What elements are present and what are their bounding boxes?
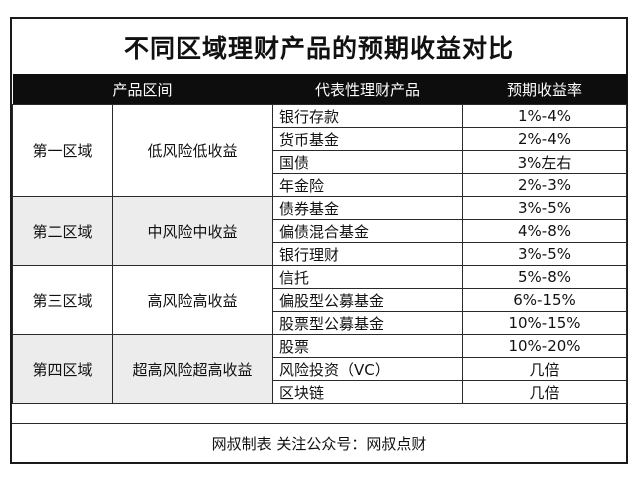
zone-cell: 第一区域 <box>12 104 113 197</box>
rate-cell: 3%-5% <box>462 196 628 220</box>
table-row: 股票型公募基金 10%-15% <box>13 311 628 335</box>
rate-cell: 1%-4% <box>462 104 628 128</box>
rate-cell: 3%-5% <box>462 242 628 266</box>
table-row: 风险投资（VC） 几倍 <box>13 357 628 381</box>
product-cell: 股票 <box>272 334 464 358</box>
product-cell: 偏债混合基金 <box>272 219 464 243</box>
zone-cell: 第四区域 <box>12 334 113 404</box>
zone-cell: 第三区域 <box>12 265 113 335</box>
comparison-table: 产品区间 代表性理财产品 预期收益率 第一区域 低风险低收益 银行存款 1%-4… <box>12 74 628 404</box>
footer-note: 网叔制表 关注公众号：网叔点财 <box>12 423 626 462</box>
rate-cell: 10%-20% <box>462 334 628 358</box>
product-cell: 年金险 <box>272 173 464 197</box>
rate-cell: 3%左右 <box>462 150 628 174</box>
zone-cell: 第二区域 <box>12 196 113 266</box>
rate-cell: 4%-8% <box>462 219 628 243</box>
header-product: 代表性理财产品 <box>272 74 463 105</box>
product-cell: 区块链 <box>272 380 464 404</box>
header-rate: 预期收益率 <box>462 74 627 105</box>
rate-cell: 6%-15% <box>462 288 628 312</box>
table-row: 偏股型公募基金 6%-15% <box>13 288 628 312</box>
risk-cell: 超高风险超高收益 <box>111 334 274 404</box>
risk-cell: 高风险高收益 <box>111 265 274 335</box>
page-title: 不同区域理财产品的预期收益对比 <box>123 33 514 63</box>
table-row: 偏债混合基金 4%-8% <box>13 219 628 243</box>
table-row: 第一区域 低风险低收益 银行存款 1%-4% <box>12 104 628 197</box>
rate-cell: 几倍 <box>462 380 628 404</box>
table-row: 国债 3%左右 <box>13 150 628 174</box>
table-row: 第二区域 中风险中收益 债券基金 3%-5% <box>12 196 628 266</box>
table-header-row: 产品区间 代表性理财产品 预期收益率 <box>12 74 627 105</box>
table-row: 第三区域 高风险高收益 信托 5%-8% <box>12 265 628 335</box>
risk-cell: 低风险低收益 <box>111 104 274 197</box>
product-cell: 银行存款 <box>272 104 464 128</box>
table-row: 银行理财 3%-5% <box>13 242 628 266</box>
table-row: 区块链 几倍 <box>13 380 628 404</box>
rate-cell: 10%-15% <box>462 311 628 335</box>
product-cell: 风险投资（VC） <box>272 357 464 381</box>
product-cell: 股票型公募基金 <box>272 311 464 335</box>
rate-cell: 5%-8% <box>462 265 628 289</box>
table-row: 货币基金 2%-4% <box>13 127 628 151</box>
product-cell: 银行理财 <box>272 242 464 266</box>
product-cell: 货币基金 <box>272 127 464 151</box>
rate-cell: 2%-3% <box>462 173 628 197</box>
product-cell: 债券基金 <box>272 196 464 220</box>
rate-cell: 几倍 <box>462 357 628 381</box>
product-cell: 偏股型公募基金 <box>272 288 464 312</box>
risk-cell: 中风险中收益 <box>111 196 274 266</box>
table-card: 不同区域理财产品的预期收益对比 产品区间 代表性理财产品 预期收益率 第一区域 … <box>10 17 628 464</box>
header-zone: 产品区间 <box>12 74 273 105</box>
table-row: 第四区域 超高风险超高收益 股票 10%-20% <box>12 334 628 404</box>
product-cell: 信托 <box>272 265 464 289</box>
rate-cell: 2%-4% <box>462 127 628 151</box>
product-cell: 国债 <box>272 150 464 174</box>
